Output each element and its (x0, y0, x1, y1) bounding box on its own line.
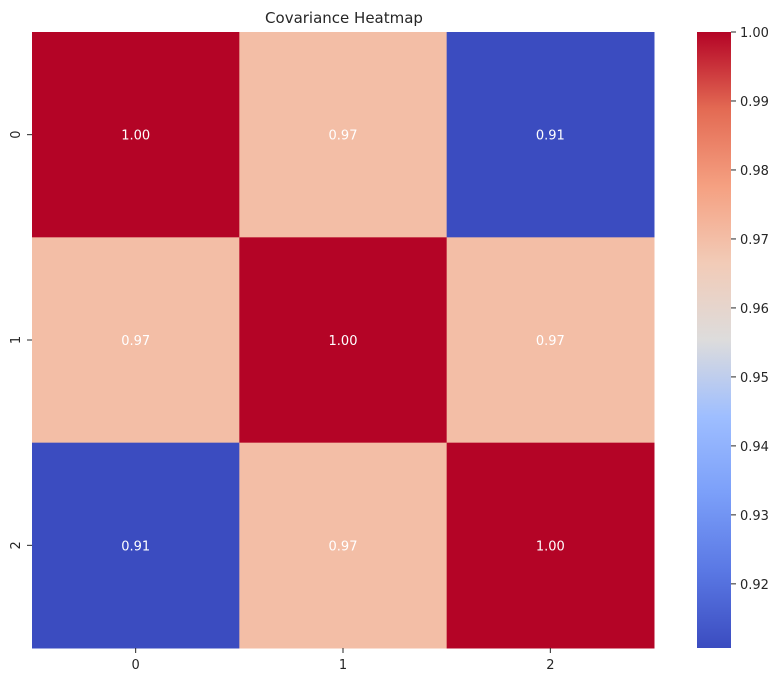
cell-value-label: 1.00 (329, 334, 358, 349)
cell-value-label: 0.97 (329, 539, 358, 554)
heatmap-cells: 1.00 0.97 0.91 0.97 1.00 0.97 0.91 0.97 1.00 (32, 32, 655, 649)
colorbar-tick-label: 0.97 (740, 233, 769, 248)
heatmap-cell (32, 442, 240, 649)
x-tick-label: 0 (132, 658, 140, 673)
cell-value-label: 0.91 (121, 539, 150, 554)
colorbar-gradient (697, 32, 731, 648)
heatmap-cell (32, 237, 240, 444)
cell-value-label: 1.00 (121, 129, 150, 144)
heatmap-cell (446, 32, 655, 238)
colorbar-tick-label: 0.96 (740, 302, 769, 317)
cell-value-label: 0.91 (536, 129, 565, 144)
heatmap-cell (446, 237, 655, 444)
colorbar-tick-label: 0.99 (740, 95, 769, 110)
heatmap-cell (32, 32, 240, 238)
cell-value-label: 1.00 (536, 539, 565, 554)
colorbar-tick-label: 0.95 (740, 371, 769, 386)
colorbar-tick-label: 0.98 (740, 164, 769, 179)
colorbar-tick-label: 0.92 (740, 578, 769, 593)
x-axis: 0 1 2 (132, 648, 554, 673)
colorbar: 0.92 0.93 0.94 0.95 0.96 0.97 0.98 0.99 1.00 (697, 26, 769, 648)
chart-title: Covariance Heatmap (265, 9, 423, 27)
y-tick-label: 0 (9, 131, 24, 139)
colorbar-tick-label: 0.94 (740, 440, 769, 455)
y-tick-label: 2 (9, 541, 24, 549)
colorbar-tick-label: 0.93 (740, 509, 769, 524)
y-axis: 0 1 2 (9, 131, 32, 549)
heatmap-cell (446, 442, 655, 649)
heatmap-cell (239, 442, 448, 649)
x-tick-label: 2 (546, 658, 554, 673)
y-tick-label: 1 (9, 336, 24, 344)
cell-value-label: 0.97 (329, 129, 358, 144)
heatmap-cell (239, 237, 448, 444)
cell-value-label: 0.97 (121, 334, 150, 349)
x-tick-label: 1 (339, 658, 347, 673)
cell-value-label: 0.97 (536, 334, 565, 349)
colorbar-tick-label: 1.00 (740, 26, 769, 41)
heatmap-cell (239, 32, 448, 238)
